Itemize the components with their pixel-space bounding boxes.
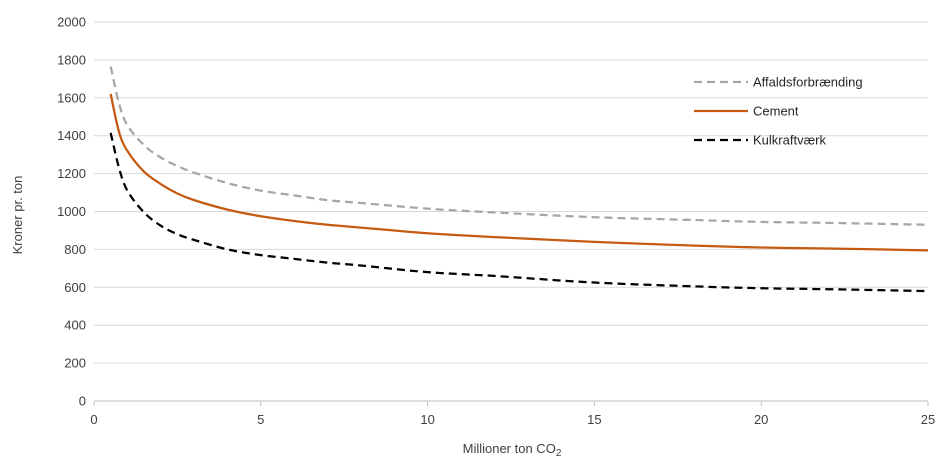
- series-line-affaldsforbraending: [109, 66, 929, 226]
- legend: Affaldsforbrænding Cement Kulkraftværk: [694, 75, 863, 148]
- y-tick-label-1000: 1000: [57, 204, 86, 219]
- y-tick-label-0: 0: [79, 394, 86, 409]
- gridlines: [94, 21, 928, 364]
- y-axis-title: Kroner pr. ton: [10, 176, 25, 255]
- x-axis-title: Millioner ton CO2: [463, 441, 562, 459]
- x-axis-tick-marks: [93, 401, 929, 406]
- legend-label-affaldsforbraending: Affaldsforbrænding: [753, 75, 863, 90]
- y-tick-label-1600: 1600: [57, 90, 86, 105]
- series-line-kulkraftvaerk: [109, 132, 929, 293]
- x-tick-label-20: 20: [754, 412, 768, 427]
- y-tick-label-800: 800: [64, 242, 86, 257]
- y-tick-label-1200: 1200: [57, 166, 86, 181]
- y-tick-label-1800: 1800: [57, 52, 86, 67]
- legend-label-cement: Cement: [753, 104, 799, 119]
- legend-label-kulkraftvaerk: Kulkraftværk: [753, 133, 826, 148]
- x-tick-label-5: 5: [257, 412, 264, 427]
- x-axis-title-main: Millioner ton CO: [463, 441, 556, 456]
- y-axis-tick-labels: 0 200 400 600 800 1000 1200 1400 1600 1800 2000: [57, 15, 86, 409]
- series-line-cement: [109, 93, 929, 252]
- y-tick-label-400: 400: [64, 318, 86, 333]
- series-lines: [109, 66, 929, 293]
- x-axis-title-subscript: 2: [556, 448, 562, 459]
- y-tick-label-600: 600: [64, 280, 86, 295]
- x-tick-label-25: 25: [921, 412, 935, 427]
- x-tick-label-15: 15: [587, 412, 601, 427]
- x-tick-label-0: 0: [90, 412, 97, 427]
- y-tick-label-200: 200: [64, 356, 86, 371]
- y-tick-label-1400: 1400: [57, 128, 86, 143]
- x-axis-tick-labels: 0 5 10 15 20 25: [90, 412, 935, 427]
- x-tick-label-10: 10: [420, 412, 434, 427]
- y-tick-label-2000: 2000: [57, 15, 86, 30]
